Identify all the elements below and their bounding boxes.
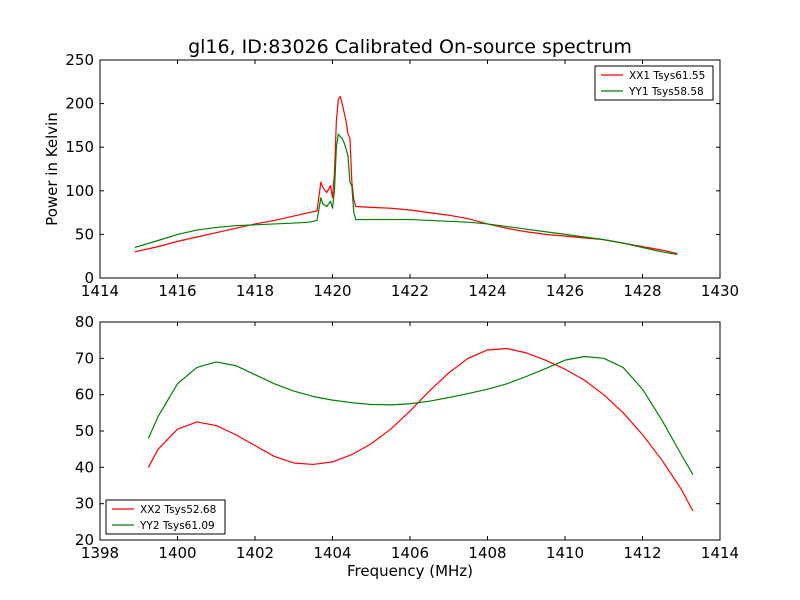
x-tick-label: 1398 [81, 544, 119, 562]
x-tick-label: 1418 [236, 282, 274, 300]
legend-label-2: YY1 Tsys58.58 [628, 86, 704, 98]
legend-label-1: XX1 Tsys61.55 [629, 70, 705, 82]
y-axis-label: Power in Kelvin [43, 112, 61, 226]
x-tick-label: 1414 [701, 544, 739, 562]
y-tick-label: 200 [65, 95, 94, 113]
x-tick-label: 1400 [158, 544, 196, 562]
legend-label-2: YY2 Tsys61.09 [139, 520, 215, 532]
x-tick-label: 1408 [468, 544, 506, 562]
figure-title: gl16, ID:83026 Calibrated On-source spec… [188, 36, 632, 58]
legend: XX1 Tsys61.55 YY1 Tsys58.58 [594, 65, 714, 101]
x-tick-label: 1422 [391, 282, 429, 300]
series-line-2 [147, 355, 694, 475]
x-tick-label: 1424 [468, 282, 506, 300]
y-tick-label: 20 [75, 531, 94, 549]
x-tick-label: 1412 [623, 544, 661, 562]
top-subplot: 1414 1416 1418 1420 1422 1424 1426 1428 1430 0 50 1… [43, 51, 739, 300]
y-tick-label: 30 [75, 495, 94, 513]
legend-box [105, 499, 226, 535]
x-tick-label: 1406 [391, 544, 429, 562]
x-tick-label: 1410 [546, 544, 584, 562]
y-tick-label: 70 [75, 349, 94, 367]
x-tick-label: 1402 [236, 544, 274, 562]
legend: XX2 Tsys52.68 YY2 Tsys61.09 [105, 499, 226, 535]
x-tick-label: 1420 [313, 282, 351, 300]
y-tick-label: 150 [65, 138, 94, 156]
series-line-2 [134, 133, 678, 256]
bottom-subplot: 1398 1400 1402 1404 1406 1408 1410 1412 1414 20 30… [75, 313, 739, 580]
x-tick-label: 1414 [81, 282, 119, 300]
x-tick-label: 1426 [546, 282, 584, 300]
series-line-1 [134, 96, 678, 255]
legend-label-1: XX2 Tsys52.68 [140, 504, 216, 516]
y-tick-label: 250 [65, 51, 94, 69]
y-tick-label: 0 [84, 269, 94, 287]
legend-box [594, 65, 714, 101]
y-tick-label: 50 [75, 225, 94, 243]
series-line-1 [147, 347, 694, 512]
x-tick-label: 1428 [623, 282, 661, 300]
y-tick-label: 40 [75, 458, 94, 476]
x-axis-label: Frequency (MHz) [347, 562, 473, 580]
y-tick-label: 50 [75, 422, 94, 440]
y-tick-label: 100 [65, 182, 94, 200]
y-tick-label: 80 [75, 313, 94, 331]
x-tick-label: 1416 [158, 282, 196, 300]
x-tick-label: 1430 [701, 282, 739, 300]
y-tick-label: 60 [75, 386, 94, 404]
x-tick-label: 1404 [313, 544, 351, 562]
